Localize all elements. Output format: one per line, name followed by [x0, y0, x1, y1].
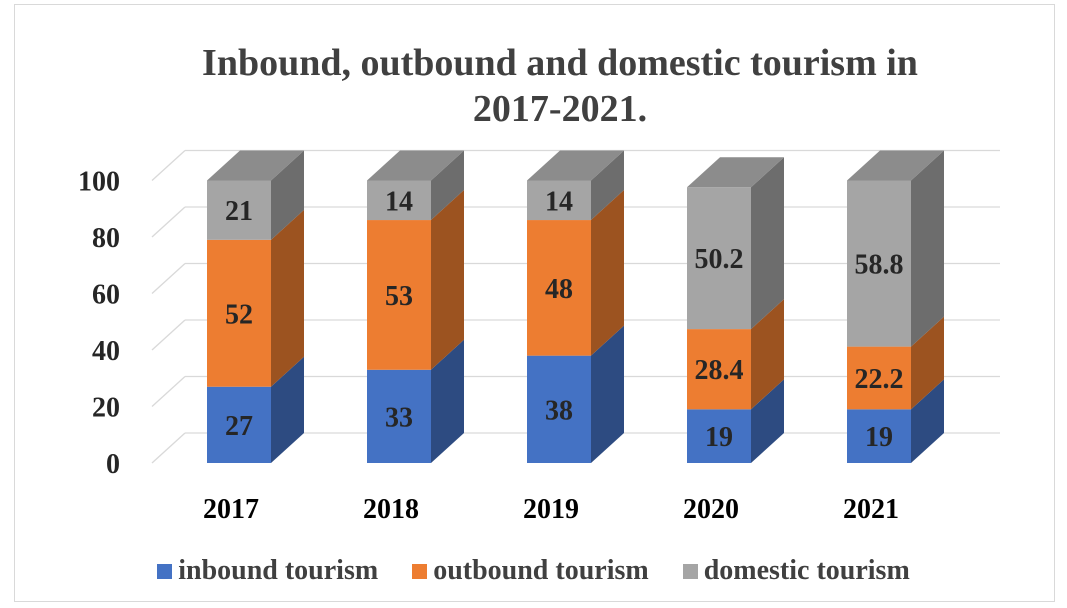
x-tick-label: 2021	[843, 494, 899, 525]
bar-side	[271, 150, 304, 240]
data-label: 19	[865, 422, 893, 453]
data-label: 14	[385, 186, 413, 217]
gridline-diagonal	[151, 263, 186, 294]
bar-top	[367, 150, 464, 181]
data-label: 33	[385, 402, 413, 433]
chart-title: Inbound, outbound and domestic tourism i…	[202, 42, 918, 130]
legend-swatch-inbound	[157, 563, 173, 579]
y-tick-label: 60	[92, 280, 120, 311]
bar-front	[367, 180, 431, 221]
bar-side	[751, 157, 784, 330]
gridline-diagonal	[151, 432, 186, 464]
bar-front	[207, 180, 271, 240]
legend-swatch-domestic	[682, 563, 698, 579]
bar-top	[527, 150, 624, 181]
y-tick-label: 80	[92, 223, 120, 254]
data-label: 53	[385, 281, 413, 312]
legend-label-inbound: inbound tourism	[178, 555, 379, 586]
gridline-diagonal	[151, 319, 186, 351]
bar-top	[847, 150, 944, 181]
bar-side	[431, 150, 464, 221]
bar-side	[911, 150, 944, 347]
y-tick-label: 20	[92, 393, 120, 424]
data-label: 27	[225, 411, 253, 442]
legend-label-outbound: outbound tourism	[433, 555, 649, 586]
bar-front	[847, 346, 911, 410]
bar-side	[431, 339, 464, 463]
bar-top	[207, 150, 304, 181]
bar-front	[527, 355, 591, 463]
data-label: 19	[705, 422, 733, 453]
bar-top	[687, 157, 784, 188]
bar-side	[751, 299, 784, 410]
bar-side	[271, 356, 304, 463]
bar-side	[591, 325, 624, 463]
x-tick-label: 2020	[683, 494, 739, 525]
bar-front	[207, 386, 271, 463]
x-tick-label: 2017	[203, 494, 259, 525]
y-tick-label: 0	[106, 449, 120, 480]
legend-item-outbound: outbound tourism	[412, 555, 649, 587]
bar-front	[367, 369, 431, 463]
bar-side	[911, 316, 944, 410]
data-label: 28.4	[695, 355, 744, 386]
bar-front	[527, 220, 591, 356]
gridline-diagonal	[151, 376, 186, 407]
bar-side	[591, 150, 624, 221]
y-tick-label: 40	[92, 336, 120, 367]
bar-side	[911, 379, 944, 463]
legend-label-domestic: domestic tourism	[703, 555, 910, 586]
bar-front	[527, 180, 591, 221]
bar-front	[847, 409, 911, 463]
gridline-diagonal	[151, 206, 186, 238]
bar-front	[367, 220, 431, 370]
bar-front	[687, 329, 751, 410]
x-tick-label: 2019	[523, 494, 579, 525]
bar-front	[207, 239, 271, 387]
data-label: 22.2	[855, 364, 904, 395]
bar-front	[847, 180, 911, 347]
bar-side	[431, 190, 464, 370]
gridline-diagonal	[151, 150, 186, 181]
bar-side	[591, 190, 624, 356]
chart-legend: inbound tourism outbound tourism domesti…	[0, 555, 1067, 587]
data-label: 14	[545, 186, 573, 217]
data-label: 21	[225, 196, 253, 227]
data-label: 52	[225, 299, 253, 330]
data-label: 58.8	[855, 250, 904, 281]
bar-front	[687, 409, 751, 463]
legend-item-inbound: inbound tourism	[157, 555, 378, 587]
x-tick-label: 2018	[363, 494, 419, 525]
data-label: 38	[545, 395, 573, 426]
bar-side	[271, 209, 304, 387]
bar-front	[687, 187, 751, 330]
bar-side	[751, 379, 784, 463]
legend-swatch-outbound	[412, 563, 428, 579]
data-label: 48	[545, 274, 573, 305]
y-tick-label: 100	[78, 167, 120, 198]
data-label: 50.2	[695, 244, 744, 275]
legend-item-domestic: domestic tourism	[682, 555, 910, 587]
